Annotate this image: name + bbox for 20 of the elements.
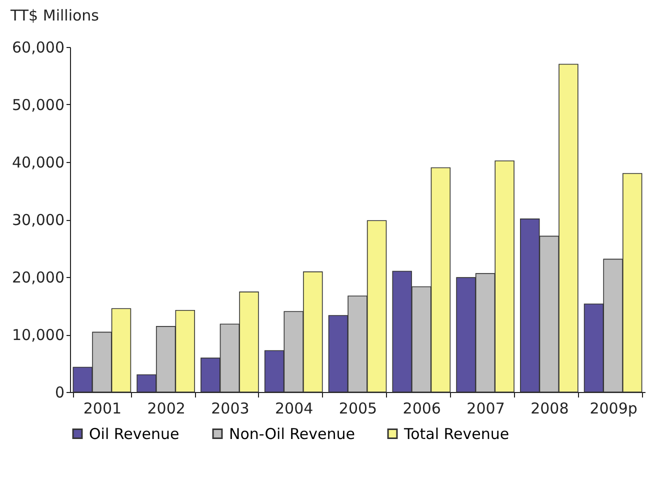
y-tick-label: 10,000: [12, 326, 64, 344]
x-tick-label: 2008: [530, 400, 569, 418]
x-tick-label: 2001: [83, 400, 122, 418]
legend-label: Total Revenue: [403, 424, 510, 443]
y-tick-label: 30,000: [12, 211, 64, 229]
y-tick-label: 20,000: [12, 268, 64, 286]
x-tick-label: 2002: [147, 400, 186, 418]
y-tick-label: 40,000: [12, 154, 64, 172]
x-tick-label: 2007: [466, 400, 505, 418]
y-tick-label: 50,000: [12, 96, 64, 114]
x-tick-label: 2009p: [590, 400, 638, 418]
x-tick-label: 2006: [402, 400, 441, 418]
x-tick-label: 2005: [338, 400, 378, 418]
y-axis-title: TT$ Millions: [10, 6, 100, 24]
legend-label: Non-Oil Revenue: [229, 424, 355, 443]
x-tick-label: 2004: [275, 400, 314, 418]
y-tick-label: 60,000: [12, 38, 64, 56]
x-tick-label: 2003: [211, 400, 250, 418]
legend-label: Oil Revenue: [89, 424, 180, 443]
y-tick-label: 0: [54, 384, 64, 402]
